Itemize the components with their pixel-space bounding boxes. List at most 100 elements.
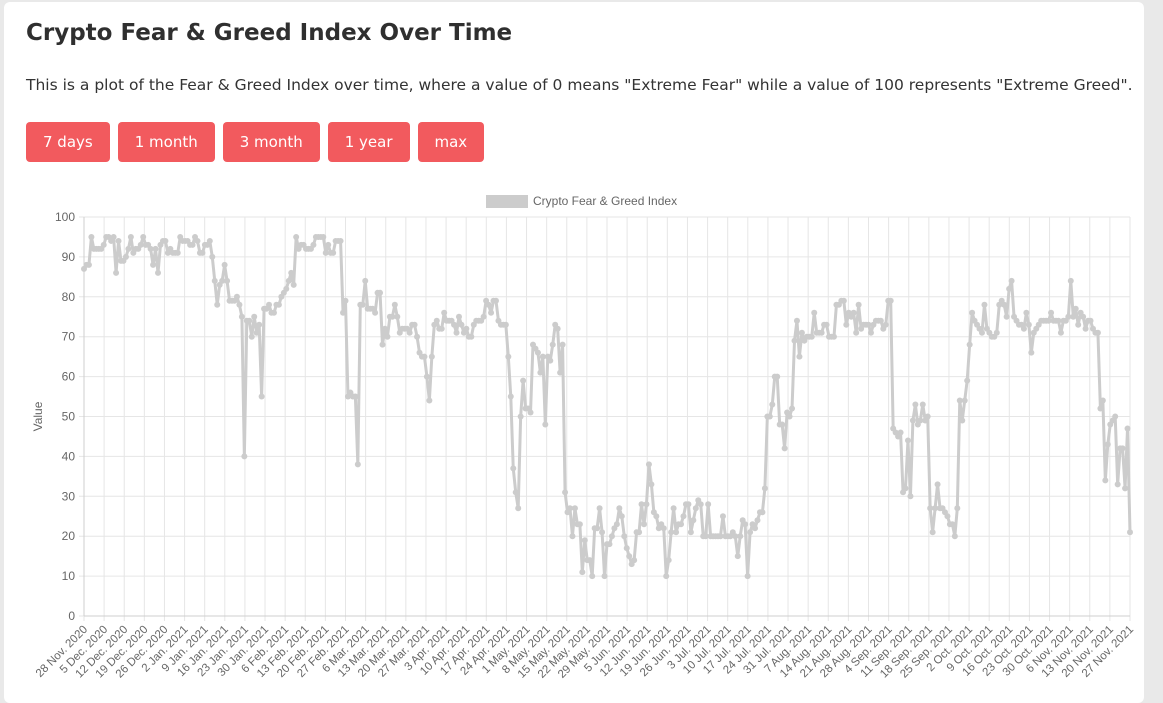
data-point xyxy=(127,233,134,240)
data-point xyxy=(660,525,667,532)
data-point xyxy=(1122,485,1129,492)
data-point xyxy=(808,333,815,340)
data-point xyxy=(964,377,971,384)
data-point xyxy=(641,521,648,528)
data-point xyxy=(224,277,231,284)
data-point xyxy=(645,461,652,468)
data-point xyxy=(233,293,240,300)
data-point xyxy=(505,353,512,360)
data-point xyxy=(1045,317,1052,324)
data-point xyxy=(455,313,462,320)
data-point xyxy=(909,417,916,424)
y-tick-label: 40 xyxy=(62,449,76,463)
data-point xyxy=(342,297,349,304)
data-point xyxy=(322,249,329,256)
data-point xyxy=(702,533,709,540)
data-point xyxy=(981,301,988,308)
data-point xyxy=(209,253,216,260)
data-point xyxy=(485,301,492,308)
data-point xyxy=(507,393,514,400)
data-point xyxy=(840,297,847,304)
data-point xyxy=(599,529,606,536)
data-point xyxy=(1112,413,1119,420)
data-point xyxy=(1065,313,1072,320)
legend-label: Crypto Fear & Greed Index xyxy=(533,194,677,208)
data-point xyxy=(944,513,951,520)
data-point xyxy=(221,261,228,268)
data-point xyxy=(897,429,904,436)
data-point xyxy=(1070,313,1077,320)
data-point xyxy=(759,509,766,516)
data-point xyxy=(887,297,894,304)
data-point xyxy=(951,533,958,540)
data-point xyxy=(554,325,561,332)
data-point xyxy=(932,505,939,512)
range-1-year-button[interactable]: 1 year xyxy=(327,122,410,162)
data-point xyxy=(581,537,588,544)
data-point xyxy=(1057,329,1064,336)
y-tick-label: 60 xyxy=(62,370,76,384)
range-1-month-button[interactable]: 1 month xyxy=(117,122,215,162)
data-point xyxy=(747,529,754,536)
data-point xyxy=(1020,325,1027,332)
data-point xyxy=(1025,321,1032,328)
range-7-days-button[interactable]: 7 days xyxy=(26,122,110,162)
data-point xyxy=(1080,313,1087,320)
data-point xyxy=(330,249,337,256)
data-point xyxy=(668,529,675,536)
data-point xyxy=(140,233,147,240)
data-point xyxy=(515,505,522,512)
data-point xyxy=(626,553,633,560)
data-point xyxy=(275,301,282,308)
data-point xyxy=(959,417,966,424)
data-point xyxy=(865,321,872,328)
data-point xyxy=(340,309,347,316)
data-point xyxy=(882,321,889,328)
data-point xyxy=(1055,317,1062,324)
data-point xyxy=(88,233,95,240)
data-point xyxy=(877,317,884,324)
data-point xyxy=(414,333,421,340)
data-point xyxy=(451,321,458,328)
data-point xyxy=(1023,309,1030,316)
data-point xyxy=(517,413,524,420)
data-point xyxy=(288,269,295,276)
data-point xyxy=(621,533,628,540)
data-point xyxy=(211,277,218,284)
data-point xyxy=(137,241,144,248)
data-point xyxy=(384,333,391,340)
data-point xyxy=(453,329,460,336)
data-point xyxy=(680,513,687,520)
data-point xyxy=(468,333,475,340)
data-point xyxy=(924,413,931,420)
data-point xyxy=(1127,529,1133,536)
range-max-button[interactable]: max xyxy=(417,122,485,162)
data-point xyxy=(791,337,798,344)
data-point xyxy=(623,545,630,552)
data-point xyxy=(616,505,623,512)
data-point xyxy=(1082,325,1089,332)
data-point xyxy=(608,533,615,540)
data-point xyxy=(214,301,221,308)
data-point xyxy=(147,245,154,252)
data-point xyxy=(779,421,786,428)
data-point xyxy=(586,557,593,564)
data-point xyxy=(352,393,359,400)
data-point xyxy=(734,553,741,560)
y-tick-label: 20 xyxy=(62,529,76,543)
data-point xyxy=(636,529,643,536)
data-point xyxy=(853,329,860,336)
data-point xyxy=(781,445,788,452)
data-point xyxy=(325,241,332,248)
data-point xyxy=(643,501,650,508)
data-point xyxy=(488,309,495,316)
data-point xyxy=(969,309,976,316)
range-3-month-button[interactable]: 3 month xyxy=(222,122,320,162)
data-point xyxy=(411,321,418,328)
data-point xyxy=(902,485,909,492)
data-point xyxy=(737,533,744,540)
data-point xyxy=(1008,277,1015,284)
data-point xyxy=(631,557,638,564)
data-point xyxy=(285,277,292,284)
